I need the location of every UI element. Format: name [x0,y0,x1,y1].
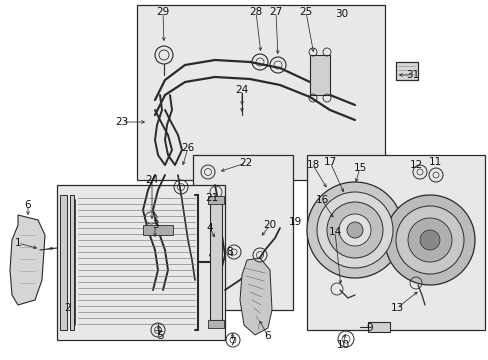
Text: 7: 7 [228,337,235,347]
Text: 1: 1 [15,238,21,248]
Bar [395,62,417,80]
Text: 30: 30 [335,9,348,19]
Text: 13: 13 [389,303,403,313]
Bar [70,195,74,330]
Bar [142,225,173,235]
Text: 22: 22 [239,158,252,168]
Circle shape [338,214,370,246]
Bar [306,155,484,330]
Text: 18: 18 [306,160,319,170]
Bar [309,55,329,95]
Text: 5: 5 [156,331,163,341]
Text: 27: 27 [269,7,282,17]
Circle shape [316,192,392,268]
Circle shape [326,202,382,258]
Text: 17: 17 [323,157,336,167]
Circle shape [407,218,451,262]
Text: 10: 10 [336,340,349,350]
Text: 29: 29 [156,7,169,17]
Text: 21: 21 [205,193,218,203]
Circle shape [419,230,439,250]
Text: 11: 11 [427,157,441,167]
Bar [57,185,224,340]
Text: 12: 12 [408,160,422,170]
Text: 25: 25 [299,7,312,17]
Bar [137,5,384,180]
Text: 20: 20 [263,220,276,230]
Text: 24: 24 [235,85,248,95]
Text: 9: 9 [366,323,372,333]
Text: 8: 8 [226,247,233,257]
Text: 16: 16 [315,195,328,205]
Text: 19: 19 [288,217,301,227]
Text: 28: 28 [249,7,262,17]
Bar [207,196,224,204]
Text: 23: 23 [115,117,128,127]
Polygon shape [10,215,45,305]
Text: 6: 6 [24,200,31,210]
Bar [60,195,67,330]
Text: 24: 24 [145,175,158,185]
Text: 15: 15 [353,163,366,173]
Text: 26: 26 [181,143,194,153]
Bar [209,200,222,320]
Circle shape [395,206,463,274]
Circle shape [384,195,474,285]
Circle shape [306,182,402,278]
Circle shape [346,222,362,238]
Polygon shape [240,258,271,335]
Bar [367,322,389,332]
Text: 3: 3 [151,220,158,230]
Text: 14: 14 [328,227,341,237]
Text: 6: 6 [264,331,271,341]
Text: 4: 4 [206,223,213,233]
Bar [193,155,292,310]
Bar [207,320,224,328]
Text: 31: 31 [406,70,419,80]
Text: 2: 2 [64,303,71,313]
